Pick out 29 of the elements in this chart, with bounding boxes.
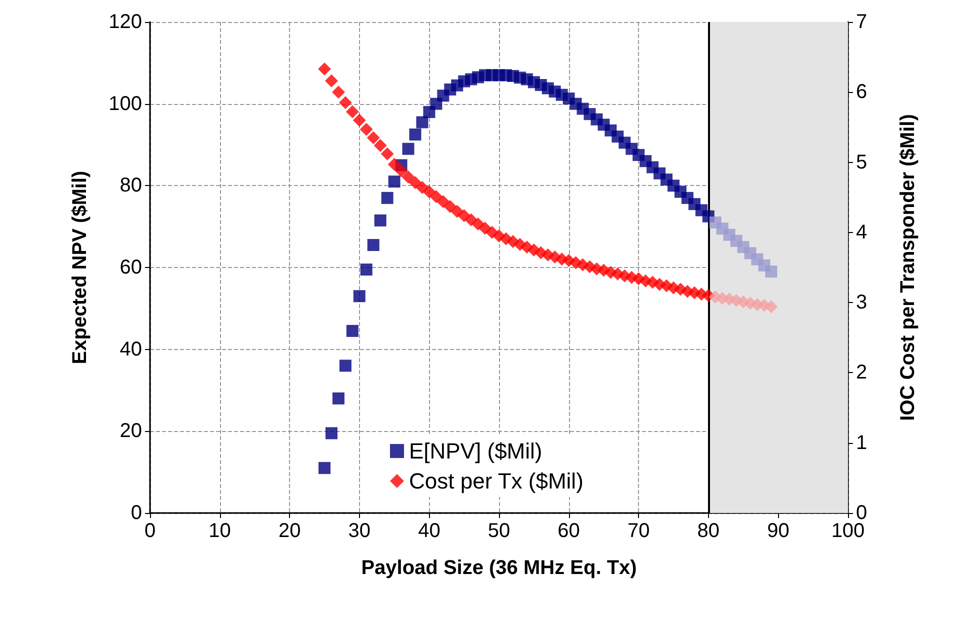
y2-tick-label: 5 [856, 151, 868, 174]
legend-label: E[NPV] ($Mil) [409, 438, 542, 464]
y2-tick-label: 3 [856, 292, 868, 314]
y2-tick-label: 4 [856, 221, 868, 244]
x-tick-label: 0 [144, 520, 156, 542]
y-tick-label: 0 [130, 502, 142, 524]
x-tick-label: 40 [418, 520, 440, 542]
y2-axis-title: IOC Cost per Transponder ($Mil) [897, 114, 919, 421]
y2-tick-label: 2 [856, 362, 868, 384]
y-tick-label: 80 [120, 174, 142, 197]
x-tick-label: 30 [348, 520, 371, 542]
y-tick-label: 60 [120, 256, 142, 278]
legend-label: Cost per Tx ($Mil) [409, 468, 584, 494]
x-tick-label: 10 [208, 520, 231, 542]
x-tick-label: 50 [488, 520, 510, 542]
y-axis-title: Expected NPV ($Mil) [69, 170, 91, 364]
y-tick-label: 100 [108, 92, 142, 115]
y-tick-label: 20 [120, 420, 142, 442]
x-tick-label: 90 [767, 520, 790, 542]
x-tick-label: 80 [697, 520, 720, 542]
y2-tick-label: 6 [856, 81, 868, 104]
y2-tick-label: 7 [856, 11, 868, 33]
y-tick-label: 120 [108, 11, 142, 33]
x-tick-label: 70 [627, 520, 650, 542]
y-tick-label: 40 [120, 338, 142, 360]
y2-tick-label: 1 [856, 432, 868, 454]
x-tick-label: 20 [278, 520, 301, 542]
x-axis-title: Payload Size (36 MHz Eq. Tx) [361, 557, 637, 579]
x-tick-label: 60 [558, 520, 580, 542]
